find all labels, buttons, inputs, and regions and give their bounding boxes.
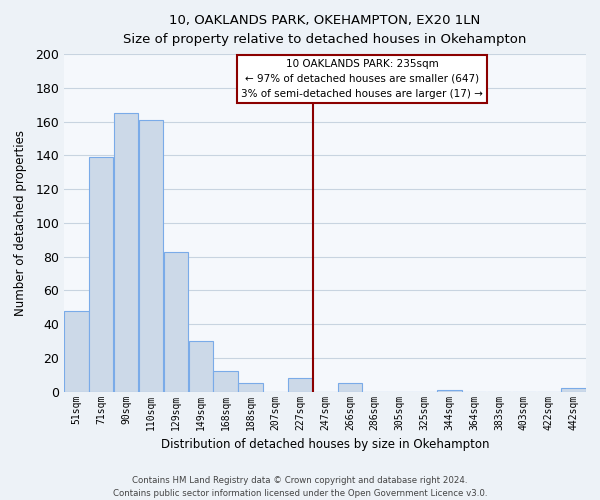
Bar [238,384,263,392]
Bar [338,384,362,392]
Bar [562,388,586,392]
X-axis label: Distribution of detached houses by size in Okehampton: Distribution of detached houses by size … [161,438,489,451]
Title: 10, OAKLANDS PARK, OKEHAMPTON, EX20 1LN
Size of property relative to detached ho: 10, OAKLANDS PARK, OKEHAMPTON, EX20 1LN … [124,14,527,46]
Bar [89,157,113,392]
Bar [188,341,213,392]
Bar [64,310,89,392]
Bar [214,372,238,392]
Bar [139,120,163,392]
Text: 10 OAKLANDS PARK: 235sqm
← 97% of detached houses are smaller (647)
3% of semi-d: 10 OAKLANDS PARK: 235sqm ← 97% of detach… [241,59,483,98]
Bar [164,252,188,392]
Bar [288,378,313,392]
Y-axis label: Number of detached properties: Number of detached properties [14,130,27,316]
Bar [437,390,461,392]
Text: Contains HM Land Registry data © Crown copyright and database right 2024.
Contai: Contains HM Land Registry data © Crown c… [113,476,487,498]
Bar [114,113,139,392]
